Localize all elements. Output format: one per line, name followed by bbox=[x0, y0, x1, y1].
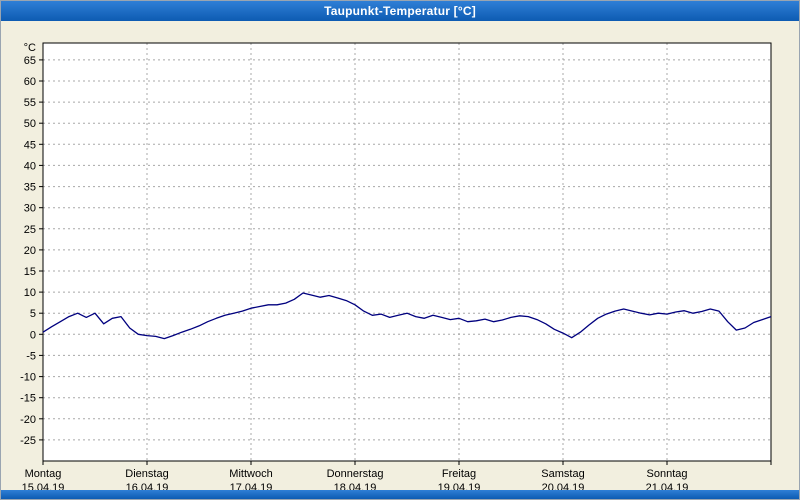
svg-text:30: 30 bbox=[24, 203, 36, 215]
svg-text:10: 10 bbox=[24, 287, 36, 299]
svg-text:35: 35 bbox=[24, 182, 36, 194]
svg-text:0: 0 bbox=[30, 329, 36, 341]
day-label: Montag bbox=[25, 468, 62, 480]
svg-text:-25: -25 bbox=[20, 435, 36, 447]
day-date: 17.04.19 bbox=[230, 482, 273, 493]
plot-border bbox=[42, 42, 772, 462]
svg-text:25: 25 bbox=[24, 224, 36, 236]
svg-text:40: 40 bbox=[24, 160, 36, 172]
svg-text:60: 60 bbox=[24, 76, 36, 88]
plot-area bbox=[43, 43, 771, 461]
svg-text:5: 5 bbox=[30, 308, 36, 320]
gridlines bbox=[43, 43, 771, 461]
bottom-bar bbox=[1, 490, 799, 499]
title-bar: Taupunkt-Temperatur [°C] bbox=[1, 1, 799, 21]
day-label: Freitag bbox=[442, 468, 476, 480]
svg-text:-10: -10 bbox=[20, 372, 36, 384]
svg-text:65: 65 bbox=[24, 55, 36, 67]
axis-ticks bbox=[39, 59, 772, 465]
svg-text:-20: -20 bbox=[20, 414, 36, 426]
day-date: 15.04.19 bbox=[22, 482, 65, 493]
y-axis-unit: °C bbox=[24, 42, 36, 54]
svg-text:45: 45 bbox=[24, 139, 36, 151]
day-label: Sonntag bbox=[647, 468, 688, 480]
day-label: Donnerstag bbox=[327, 468, 384, 480]
day-date: 16.04.19 bbox=[126, 482, 169, 493]
day-date: 19.04.19 bbox=[438, 482, 481, 493]
day-date: 18.04.19 bbox=[334, 482, 377, 493]
svg-text:20: 20 bbox=[24, 245, 36, 257]
day-date: 21.04.19 bbox=[646, 482, 689, 493]
chart-svg: 65605550454035302520151050-5-10-15-20-25… bbox=[20, 42, 772, 493]
svg-text:15: 15 bbox=[24, 266, 36, 278]
day-label: Dienstag bbox=[125, 468, 168, 480]
day-label: Mittwoch bbox=[229, 468, 272, 480]
day-label: Samstag bbox=[541, 468, 584, 480]
svg-text:-15: -15 bbox=[20, 393, 36, 405]
svg-text:50: 50 bbox=[24, 118, 36, 130]
window-title: Taupunkt-Temperatur [°C] bbox=[324, 4, 476, 18]
svg-text:55: 55 bbox=[24, 97, 36, 109]
day-date: 20.04.19 bbox=[542, 482, 585, 493]
data-line bbox=[42, 292, 772, 340]
x-axis-labels: Montag 15.04.19 Dienstag 16.04.19 Mittwoch 17… bbox=[22, 468, 689, 493]
svg-text:-5: -5 bbox=[26, 350, 36, 362]
